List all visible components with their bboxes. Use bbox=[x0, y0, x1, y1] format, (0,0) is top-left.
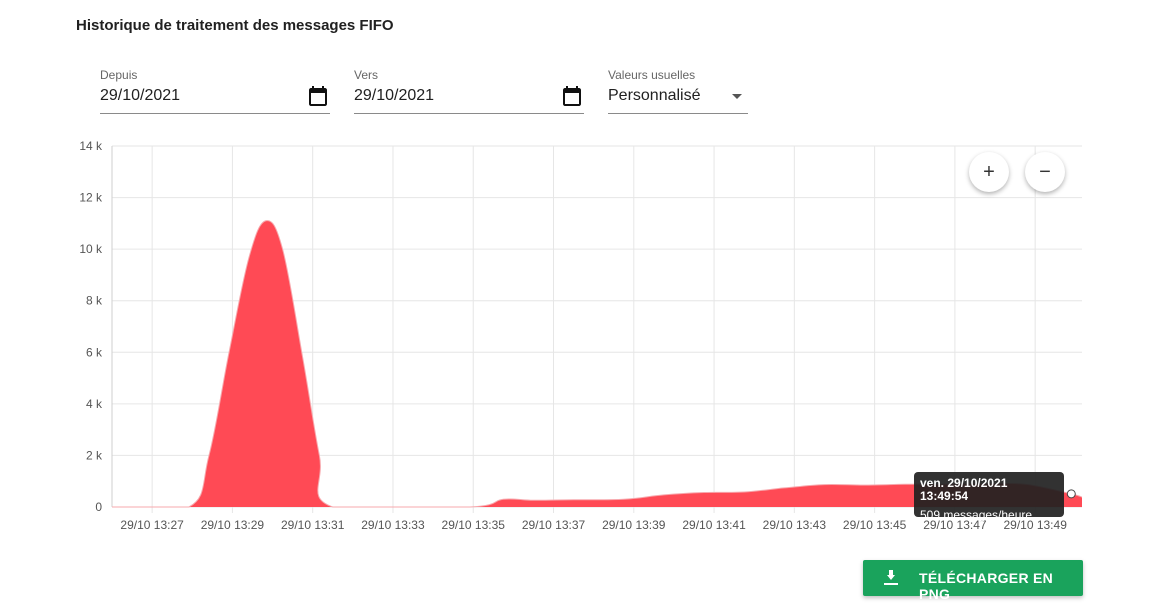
x-tick-label: 29/10 13:31 bbox=[281, 518, 345, 532]
zoom-out-button[interactable]: − bbox=[1025, 152, 1065, 192]
zoom-in-button[interactable]: + bbox=[969, 152, 1009, 192]
x-tick-label: 29/10 13:33 bbox=[361, 518, 425, 532]
preset-value: Personnalisé bbox=[608, 87, 701, 104]
y-tick-label: 2 k bbox=[86, 448, 103, 462]
calendar-icon[interactable] bbox=[560, 85, 584, 109]
x-tick-label: 29/10 13:41 bbox=[682, 518, 746, 532]
y-tick-label: 12 k bbox=[79, 191, 103, 205]
y-tick-label: 10 k bbox=[79, 242, 103, 256]
hover-marker-layer bbox=[1066, 489, 1076, 499]
history-chart: 02 k4 k6 k8 k10 k12 k14 k 29/10 13:27 29/… bbox=[79, 139, 1083, 532]
chart-series bbox=[112, 220, 1083, 508]
x-tick-label: 29/10 13:29 bbox=[201, 518, 265, 532]
page-title: Historique de traitement des messages FI… bbox=[76, 17, 394, 34]
x-axis-labels: 29/10 13:27 29/10 13:29 29/10 13:31 29/10 1… bbox=[120, 518, 1067, 532]
chart-tooltip: ven. 29/10/2021 13:49:54 509 messages/he… bbox=[914, 472, 1064, 522]
x-tick-label: 29/10 13:37 bbox=[522, 518, 586, 532]
download-png-button[interactable]: TÉLÉCHARGER EN PNG bbox=[863, 560, 1083, 602]
y-tick-label: 0 bbox=[95, 500, 102, 514]
from-date-input[interactable] bbox=[100, 87, 290, 105]
x-tick-label: 29/10 13:43 bbox=[763, 518, 827, 532]
x-tick-label: 29/10 13:45 bbox=[843, 518, 907, 532]
download-icon bbox=[884, 570, 898, 585]
from-date-field[interactable]: Depuis bbox=[100, 68, 330, 114]
preset-label: Valeurs usuelles bbox=[608, 68, 696, 82]
y-axis-labels: 0 2 k 4 k 6 k 8 k 10 k 12 k 14 k bbox=[79, 139, 103, 514]
tooltip-title: ven. 29/10/2021 13:49:54 bbox=[920, 476, 1008, 503]
minus-icon: − bbox=[1039, 160, 1051, 183]
plus-icon: + bbox=[983, 160, 995, 183]
series-area bbox=[112, 220, 1082, 507]
y-tick-label: 6 k bbox=[86, 345, 103, 359]
x-tick-label: 29/10 13:35 bbox=[442, 518, 506, 532]
to-date-label: Vers bbox=[354, 68, 379, 82]
to-date-field[interactable]: Vers bbox=[354, 68, 584, 114]
y-tick-label: 8 k bbox=[86, 294, 103, 308]
hover-marker bbox=[1066, 489, 1076, 499]
calendar-icon[interactable] bbox=[306, 85, 330, 109]
to-date-input[interactable] bbox=[354, 87, 544, 105]
x-tick-label: 29/10 13:49 bbox=[1003, 518, 1067, 532]
tooltip-value: 509 messages/heure bbox=[920, 508, 1033, 522]
x-tick-label: 29/10 13:47 bbox=[923, 518, 987, 532]
preset-select[interactable]: Valeurs usuelles Personnalisé bbox=[608, 68, 748, 114]
x-tick-label: 29/10 13:27 bbox=[120, 518, 184, 532]
x-tick-label: 29/10 13:39 bbox=[602, 518, 666, 532]
from-date-label: Depuis bbox=[100, 68, 138, 82]
y-tick-label: 14 k bbox=[79, 139, 103, 153]
y-tick-label: 4 k bbox=[86, 397, 103, 411]
chevron-down-icon[interactable] bbox=[732, 94, 742, 99]
download-label: TÉLÉCHARGER EN PNG bbox=[919, 570, 1054, 602]
